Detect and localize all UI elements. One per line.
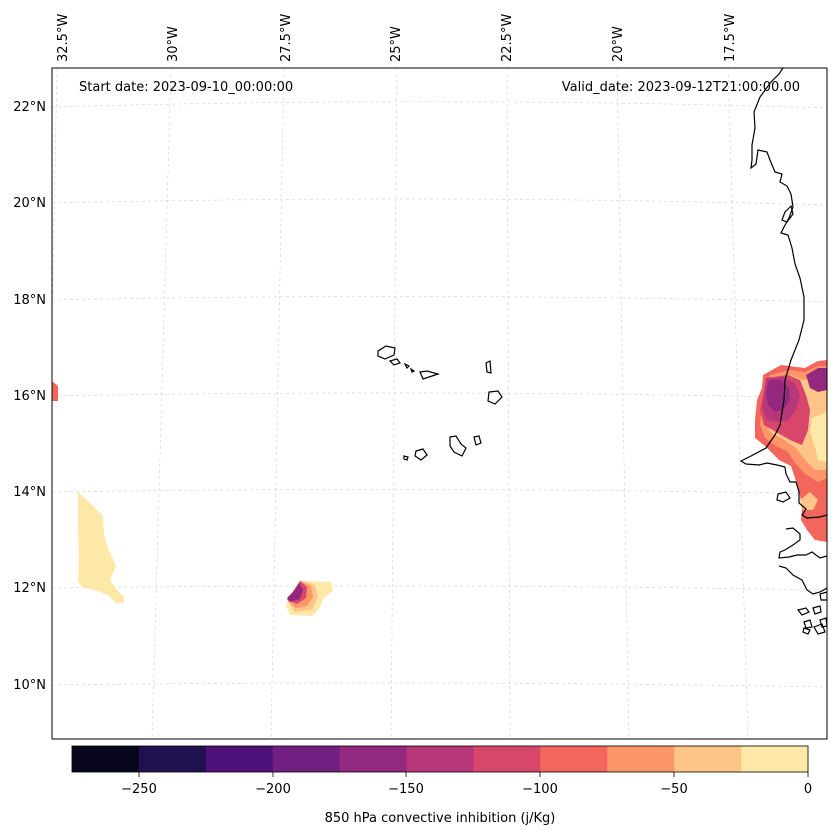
coastline-detail bbox=[778, 527, 827, 559]
colorbar-tick-label: −50 bbox=[660, 782, 687, 797]
colorbar-tick-label: −150 bbox=[388, 782, 424, 797]
map-background bbox=[52, 68, 827, 739]
coastlines bbox=[377, 68, 827, 635]
colorbar-swatch bbox=[607, 746, 675, 772]
island-outline bbox=[473, 435, 482, 446]
island-outline bbox=[409, 367, 416, 373]
coastline-detail bbox=[803, 619, 813, 629]
gridline-lon bbox=[270, 68, 285, 739]
contour-patch bbox=[800, 492, 818, 510]
contour-patch bbox=[287, 583, 303, 602]
island-outline bbox=[414, 448, 428, 461]
gridline-lon bbox=[727, 68, 749, 739]
lat-label: 18°N bbox=[13, 293, 46, 308]
colorbar-title: 850 hPa convective inhibition (j/Kg) bbox=[325, 811, 556, 826]
lon-label: 22.5°W bbox=[500, 14, 515, 62]
gridline-lat bbox=[52, 585, 827, 591]
lat-label: 16°N bbox=[13, 389, 46, 404]
island-outline bbox=[419, 370, 441, 380]
cin-contours bbox=[52, 360, 827, 616]
contour-patch bbox=[78, 492, 124, 603]
island-outline bbox=[403, 455, 409, 461]
lat-label: 22°N bbox=[13, 100, 46, 115]
colorbar-swatch bbox=[72, 746, 140, 772]
contour-patch bbox=[806, 368, 827, 392]
map-panel: Start date: 2023-09-10_00:00:00 Valid_da… bbox=[51, 67, 828, 740]
coastline-detail bbox=[796, 607, 810, 616]
gridline-lat bbox=[52, 296, 827, 303]
lon-label: 27.5°W bbox=[279, 14, 294, 62]
start-date-label: Start date: 2023-09-10_00:00:00 bbox=[79, 80, 293, 95]
lon-label: 32.5°W bbox=[56, 14, 71, 62]
colorbar-border bbox=[71, 745, 809, 773]
lon-label: 17.5°W bbox=[723, 14, 738, 62]
gridline-lon bbox=[151, 68, 172, 739]
coastline-detail bbox=[813, 623, 826, 635]
colorbar-tick-label: 0 bbox=[804, 782, 812, 797]
colorbar-swatch bbox=[674, 746, 742, 772]
lon-label: 20°W bbox=[611, 26, 626, 62]
gridline-lat bbox=[52, 489, 827, 495]
coastline-detail bbox=[819, 617, 827, 628]
coastline-detail bbox=[778, 565, 827, 595]
gridline-lat bbox=[52, 682, 827, 688]
colorbar-swatch bbox=[205, 746, 274, 772]
gridline-lat bbox=[52, 101, 827, 109]
coastline-detail bbox=[802, 627, 811, 635]
coastline-detail bbox=[781, 204, 794, 223]
coastline-detail bbox=[819, 591, 827, 601]
contour-patch bbox=[52, 381, 58, 401]
valid-date-label: Valid_date: 2023-09-12T21:00:00.00 bbox=[562, 80, 800, 95]
island-outline bbox=[388, 358, 401, 366]
colorbar-tick-labels: −250 −200 −150 −100 −50 0 bbox=[121, 782, 812, 797]
colorbar-tick-label: −250 bbox=[121, 782, 157, 797]
colorbar-swatch bbox=[406, 746, 475, 772]
coastline-africa bbox=[739, 68, 827, 519]
island-outline bbox=[449, 435, 467, 457]
colorbar-swatch bbox=[473, 746, 541, 772]
colorbar-ticks bbox=[138, 772, 809, 777]
colorbar-swatch bbox=[540, 746, 608, 772]
lat-label: 10°N bbox=[13, 678, 46, 693]
map-border bbox=[51, 67, 828, 740]
lon-label: 30°W bbox=[166, 26, 181, 62]
coastline-detail bbox=[776, 491, 791, 503]
colorbar-tick-label: −100 bbox=[522, 782, 558, 797]
lat-label: 14°N bbox=[13, 485, 46, 500]
colorbar: −250 −200 −150 −100 −50 0 850 hPa convec… bbox=[71, 745, 812, 826]
island-outline bbox=[487, 390, 503, 405]
gridline-lon bbox=[616, 68, 630, 739]
contour-patch bbox=[810, 412, 827, 462]
gridline-lat bbox=[52, 198, 827, 206]
island-outline bbox=[485, 360, 492, 374]
colorbar-swatch bbox=[741, 746, 809, 772]
gridline-lon bbox=[390, 68, 398, 739]
gridline-lon bbox=[506, 68, 511, 739]
colorbar-swatches bbox=[72, 746, 809, 772]
colorbar-swatch bbox=[339, 746, 408, 772]
island-outline bbox=[377, 345, 396, 360]
gridlines bbox=[52, 68, 827, 739]
gridline-lat bbox=[52, 392, 827, 399]
longitude-labels: 32.5°W 30°W 27.5°W 25°W 22.5°W 20°W 17.5… bbox=[56, 14, 738, 62]
coastline-detail bbox=[812, 605, 822, 615]
lat-label: 12°N bbox=[13, 581, 46, 596]
lon-label: 25°W bbox=[389, 26, 404, 62]
colorbar-tick-label: −200 bbox=[255, 782, 291, 797]
latitude-labels: 22°N 20°N 18°N 16°N 14°N 12°N 10°N bbox=[13, 100, 46, 693]
island-outline bbox=[403, 362, 411, 370]
colorbar-swatch bbox=[272, 746, 341, 772]
lat-label: 20°N bbox=[13, 196, 46, 211]
colorbar-swatch bbox=[138, 746, 207, 772]
